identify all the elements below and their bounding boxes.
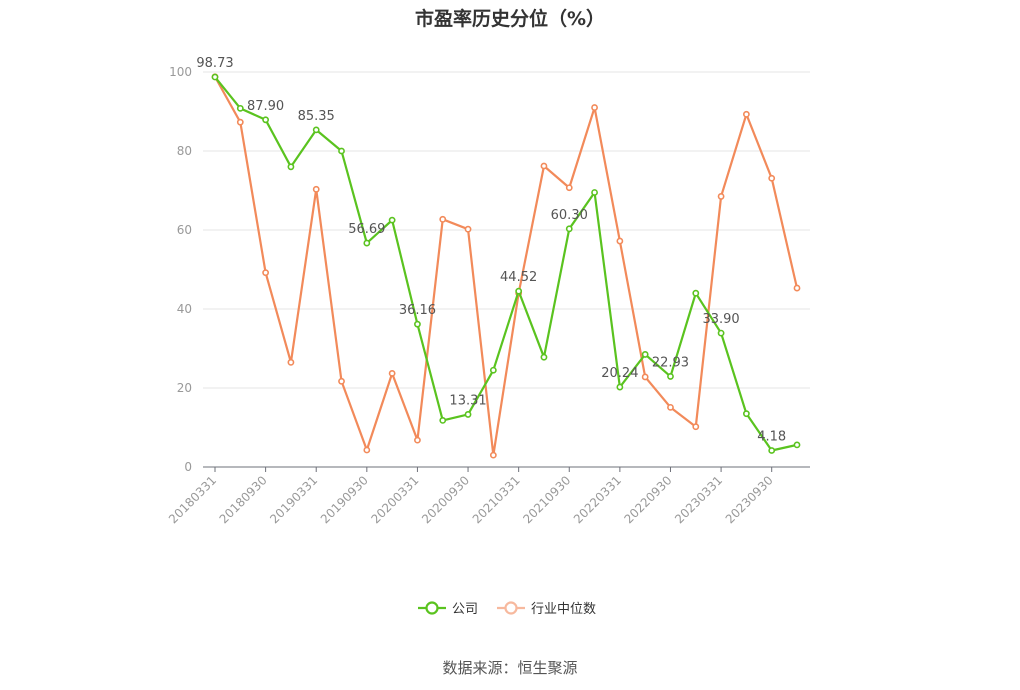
data-point [692, 423, 700, 431]
data-point [793, 441, 801, 449]
data-point [667, 403, 674, 411]
x-tick-label: 20210331 [470, 473, 523, 526]
data-labels: 98.73 87.90 85.35 56.69 36.16 13.31 44.52 60.30… [196, 56, 786, 444]
y-tick-label: 80 [177, 144, 192, 158]
data-label: 44.52 [500, 270, 537, 285]
data-point [338, 377, 345, 385]
data-point [363, 239, 371, 247]
x-tick-label: 20190331 [267, 473, 320, 526]
data-label: 98.73 [196, 56, 233, 71]
x-tick-label: 20180331 [166, 473, 219, 526]
y-tick-label: 20 [177, 381, 192, 395]
x-tick-label: 20220331 [571, 473, 624, 526]
data-point [641, 373, 649, 381]
data-point [211, 73, 219, 81]
axes: 0 20 40 60 80 100 2018033120180930201903312019… [166, 65, 810, 526]
data-point [692, 289, 700, 297]
legend-swatch-marker [504, 601, 518, 615]
x-tick-label: 20220930 [622, 473, 675, 526]
data-label: 87.90 [247, 99, 284, 114]
data-label: 36.16 [399, 303, 436, 318]
data-point [464, 225, 472, 233]
data-label: 13.31 [449, 393, 486, 408]
data-point [616, 383, 624, 391]
y-tick-label: 0 [184, 460, 192, 474]
data-point [439, 416, 447, 424]
data-point [641, 351, 649, 358]
data-label: 20.24 [601, 366, 638, 381]
x-tick-label: 20200930 [419, 473, 472, 526]
data-point [287, 163, 295, 171]
data-point [287, 358, 295, 366]
data-point [363, 446, 371, 454]
data-label: 85.35 [298, 109, 335, 124]
data-point [464, 411, 472, 418]
data-point [489, 366, 497, 374]
data-point [489, 451, 497, 459]
data-point [540, 353, 548, 361]
y-tick-label: 100 [169, 65, 192, 79]
data-label: 4.18 [757, 429, 786, 444]
y-tick-label: 40 [177, 302, 192, 316]
data-point [262, 116, 270, 124]
legend-label: 公司 [452, 602, 478, 617]
data-point [540, 162, 548, 170]
x-tick-label: 20210930 [520, 473, 573, 526]
data-point [439, 215, 447, 223]
data-label: 22.93 [652, 355, 689, 370]
x-tick-label: 20200331 [368, 473, 421, 526]
x-tick-label: 20190930 [318, 473, 371, 526]
data-label: 60.30 [551, 208, 588, 223]
data-point [667, 373, 674, 380]
legend-label: 行业中位数 [531, 602, 596, 617]
data-point [236, 118, 244, 126]
data-point [565, 184, 573, 192]
data-point [742, 410, 750, 418]
data-point [565, 225, 573, 233]
data-point [312, 126, 320, 134]
series-lines [211, 73, 801, 459]
legend-swatch-marker [425, 601, 439, 615]
y-tick-label: 60 [177, 223, 192, 237]
data-point [591, 189, 598, 196]
series-line [214, 76, 798, 452]
data-point [414, 436, 421, 444]
data-point [742, 110, 750, 118]
legend[interactable]: 公司 行业中位数 [418, 601, 596, 617]
data-point [616, 237, 624, 245]
x-tick-label: 20230331 [672, 473, 725, 526]
data-point [236, 104, 244, 112]
data-point [591, 104, 598, 111]
data-point [388, 369, 396, 377]
data-point [338, 147, 345, 155]
chart-title: 市盈率历史分位（%） [414, 8, 606, 30]
data-point [768, 174, 776, 182]
data-point [388, 216, 396, 224]
data-point [793, 284, 801, 292]
data-label: 33.90 [702, 312, 739, 327]
data-source-note: 数据来源：恒生聚源 [442, 659, 578, 677]
data-point [312, 185, 320, 193]
data-point [262, 269, 270, 277]
data-label: 56.69 [348, 222, 385, 237]
series-line [214, 76, 799, 457]
data-point [515, 287, 523, 295]
x-tick-label: 20230930 [723, 473, 776, 526]
grid-lines [203, 71, 810, 389]
x-tick-label: 20180930 [217, 473, 270, 526]
data-point [768, 447, 776, 454]
data-point [717, 193, 725, 200]
data-point [717, 329, 725, 337]
data-point [414, 320, 421, 328]
